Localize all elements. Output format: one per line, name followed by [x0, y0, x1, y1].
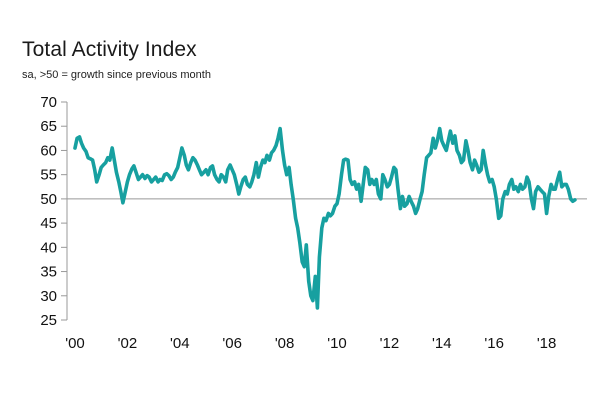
chart-subtitle: sa, >50 = growth since previous month: [22, 69, 211, 81]
y-tick-label: 65: [40, 118, 57, 135]
y-tick-label: 60: [40, 142, 57, 159]
x-tick-label: '12: [380, 335, 400, 352]
x-tick-label: '18: [537, 335, 557, 352]
y-tick-label: 45: [40, 215, 57, 232]
y-tick-label: 55: [40, 167, 57, 184]
y-tick-label: 30: [40, 288, 57, 305]
x-tick-label: '00: [65, 335, 85, 352]
x-tick-label: '16: [484, 335, 504, 352]
x-tick-label: '14: [432, 335, 452, 352]
y-tick-label: 50: [40, 191, 57, 208]
series-line-total-activity-index: [73, 126, 577, 310]
x-axis-ticks: '00 '02 '04 '06 '08 '10 '12 '14 '16 '18: [65, 335, 556, 352]
x-tick-label: '04: [170, 335, 190, 352]
y-tick-label: 70: [40, 94, 57, 111]
x-tick-label: '10: [327, 335, 347, 352]
y-axis-ticks: 25 30 35 40 45 50 55 60 65 70: [40, 94, 67, 329]
y-tick-label: 40: [40, 239, 57, 256]
x-tick-label: '02: [118, 335, 138, 352]
chart-title: Total Activity Index: [22, 38, 197, 61]
x-tick-label: '06: [222, 335, 242, 352]
y-tick-label: 25: [40, 312, 57, 329]
x-tick-label: '08: [275, 335, 295, 352]
y-tick-label: 35: [40, 264, 57, 281]
